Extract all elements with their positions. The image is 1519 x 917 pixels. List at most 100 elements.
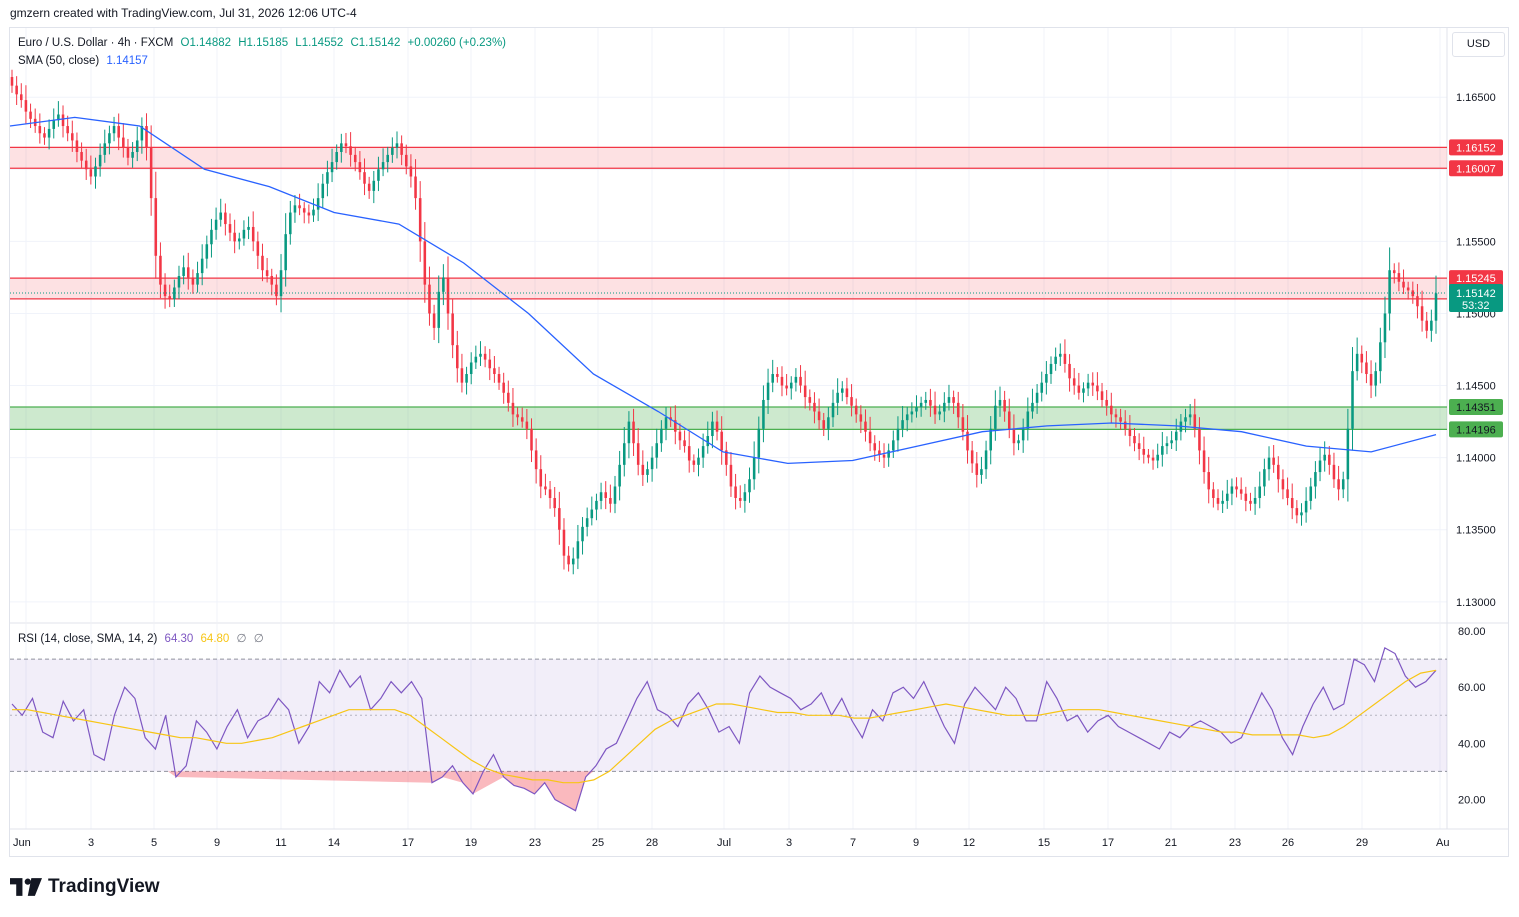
candle-up [613, 486, 617, 504]
time-tick-label: 15 [1038, 837, 1050, 849]
candle-down [776, 374, 779, 377]
candle-down [409, 166, 413, 177]
low-value: L1.14552 [295, 37, 344, 49]
candle-down [270, 275, 274, 285]
candle-down [10, 77, 14, 86]
candle-up [1225, 493, 1229, 501]
candle-up [196, 273, 199, 285]
candle-down [966, 431, 969, 451]
candle-down [1272, 457, 1275, 465]
candle-up [386, 154, 389, 163]
candle-up [57, 114, 60, 121]
candle-up [330, 162, 334, 173]
candle-down [729, 464, 733, 487]
rsi-label[interactable]: RSI (14, close, SMA, 14, 2) [18, 633, 158, 645]
candle-down [720, 431, 723, 451]
candle-up [219, 212, 223, 220]
candle-up [238, 238, 241, 242]
candle-down [163, 284, 167, 297]
candle-down [84, 160, 88, 170]
sma-label[interactable]: SMA (50, close) [18, 55, 100, 67]
candle-down [975, 463, 979, 475]
candle-down [191, 277, 195, 285]
candle-down [558, 508, 561, 530]
candle-down [61, 114, 65, 127]
candle-down [71, 133, 74, 141]
candle-up [173, 287, 176, 300]
candle-down [1091, 382, 1095, 386]
candle-down [725, 450, 728, 465]
candle-up [1323, 454, 1326, 461]
resistance-price-tag-label: 1.15245 [1456, 273, 1496, 285]
time-tick-label: 9 [913, 837, 919, 849]
candle-up [340, 143, 343, 152]
time-tick-label: 11 [275, 837, 286, 849]
candle-down [456, 345, 459, 369]
candle-up [469, 362, 473, 375]
candle-down [1416, 296, 1419, 307]
currency-button[interactable]: USD [1452, 32, 1505, 57]
candle-down [483, 353, 487, 360]
candle-down [1142, 448, 1146, 455]
candle-up [182, 267, 185, 276]
sma-row[interactable]: SMA (50, close) 1.14157 [18, 52, 506, 70]
candle-up [391, 147, 394, 155]
candle-down [1420, 306, 1424, 321]
close-value: C1.15142 [350, 37, 401, 49]
candle-down [785, 385, 788, 389]
time-tick-label: 23 [529, 837, 541, 849]
time-tick-label: Jun [13, 837, 31, 849]
price-tick-label: 1.14000 [1456, 453, 1496, 465]
candle-down [544, 486, 547, 490]
candle-up [1026, 411, 1030, 429]
candle-up [131, 151, 134, 158]
candle-up [1230, 486, 1234, 494]
tradingview-logo[interactable]: TradingView [10, 876, 160, 898]
candle-down [1207, 472, 1210, 490]
symbol-row[interactable]: Euro / U.S. Dollar · 4h · FXCM O1.14882 … [18, 34, 506, 52]
candle-down [302, 208, 306, 213]
candle-up [108, 133, 111, 144]
time-tick-label: 26 [1282, 837, 1294, 849]
candle-down [1239, 489, 1243, 494]
candle-down [75, 140, 79, 152]
candle-down [525, 421, 529, 429]
rsi-na-1: ∅ [236, 633, 247, 645]
time-tick-label: 3 [88, 837, 94, 849]
candle-down [692, 460, 696, 465]
candle-down [1072, 378, 1076, 386]
rsi-tick-label: 60.00 [1458, 682, 1486, 694]
candle-up [901, 420, 904, 429]
candle-down [1077, 385, 1081, 393]
candle-down [149, 147, 153, 199]
candle-up [312, 209, 315, 216]
candle-up [1054, 356, 1057, 364]
candle-up [465, 374, 468, 383]
support-price-tag-label: 1.14196 [1456, 424, 1496, 436]
candle-up [701, 446, 705, 458]
time-tick-label: 3 [786, 837, 792, 849]
candle-up [896, 428, 900, 441]
candle-down [126, 147, 130, 158]
candle-down [228, 224, 232, 233]
candle-down [1012, 428, 1016, 444]
time-tick-label: 28 [646, 837, 658, 849]
candle-up [140, 126, 144, 141]
symbol-label[interactable]: Euro / U.S. Dollar · 4h · FXCM [18, 37, 174, 49]
candle-up [841, 388, 844, 393]
candle-up [892, 440, 895, 451]
candle-up [437, 291, 441, 328]
time-tick-label: 5 [151, 837, 157, 849]
candle-down [715, 421, 719, 432]
candle-down [609, 498, 612, 504]
rsi-legend[interactable]: RSI (14, close, SMA, 14, 2) 64.30 64.80 … [18, 631, 264, 645]
candle-up [112, 126, 116, 134]
chart-frame[interactable] [9, 27, 1509, 857]
candle-down [29, 111, 32, 119]
candle-down [780, 376, 784, 386]
candle-up [743, 492, 747, 501]
candle-down [1147, 454, 1150, 458]
candle-up [622, 443, 626, 465]
candle-down [1332, 464, 1336, 480]
